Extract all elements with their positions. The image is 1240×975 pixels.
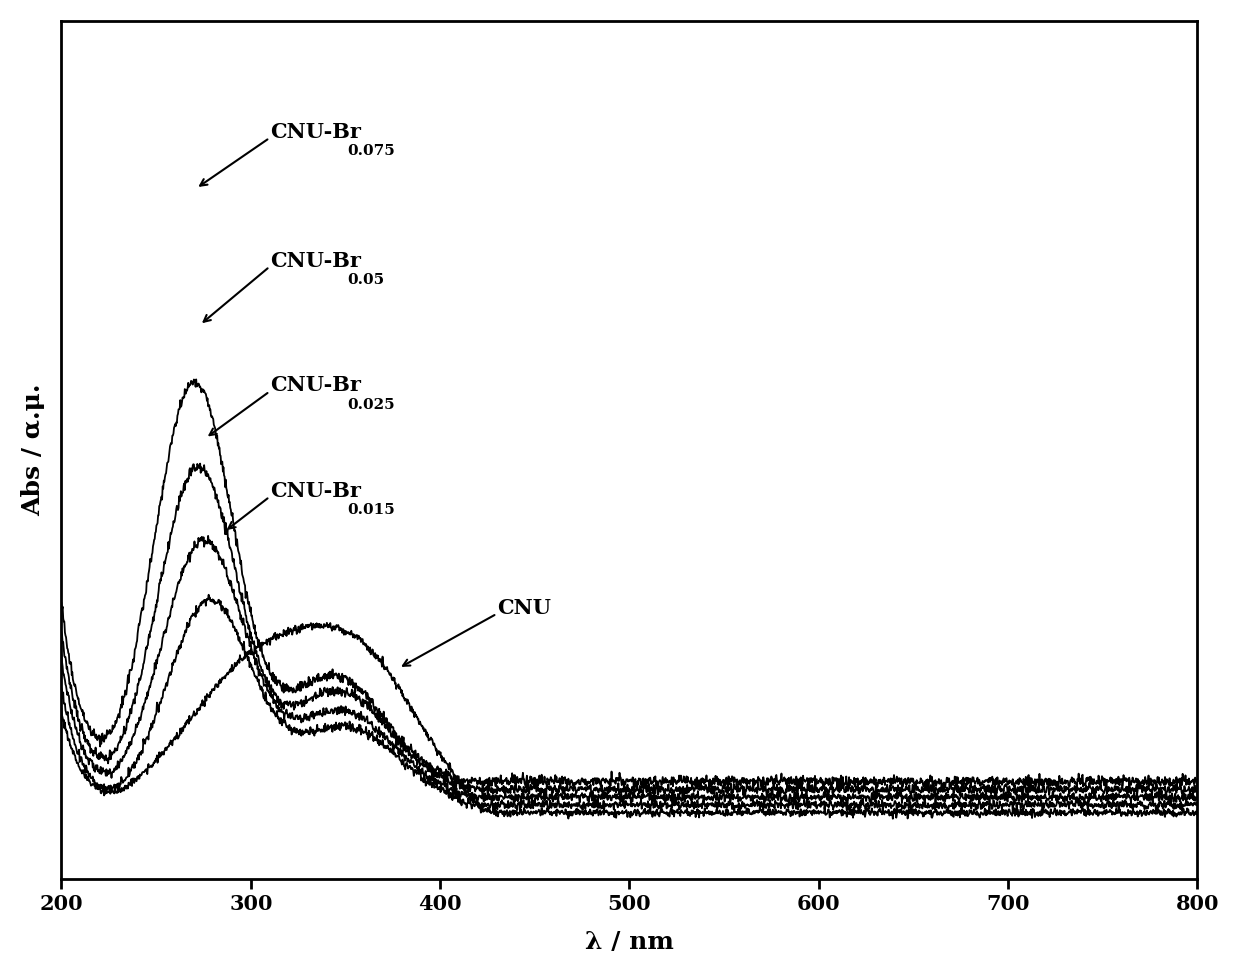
X-axis label: λ / nm: λ / nm <box>585 930 673 955</box>
Text: 0.015: 0.015 <box>347 503 394 517</box>
Y-axis label: Abs / α.μ.: Abs / α.μ. <box>21 383 45 516</box>
Text: 0.025: 0.025 <box>347 398 394 411</box>
Text: CNU-Br: CNU-Br <box>270 251 361 270</box>
Text: CNU: CNU <box>497 598 551 618</box>
Text: CNU-Br: CNU-Br <box>270 481 361 501</box>
Text: 0.05: 0.05 <box>347 273 384 287</box>
Text: CNU-Br: CNU-Br <box>270 122 361 141</box>
Text: 0.075: 0.075 <box>347 144 394 158</box>
Text: CNU-Br: CNU-Br <box>270 375 361 396</box>
